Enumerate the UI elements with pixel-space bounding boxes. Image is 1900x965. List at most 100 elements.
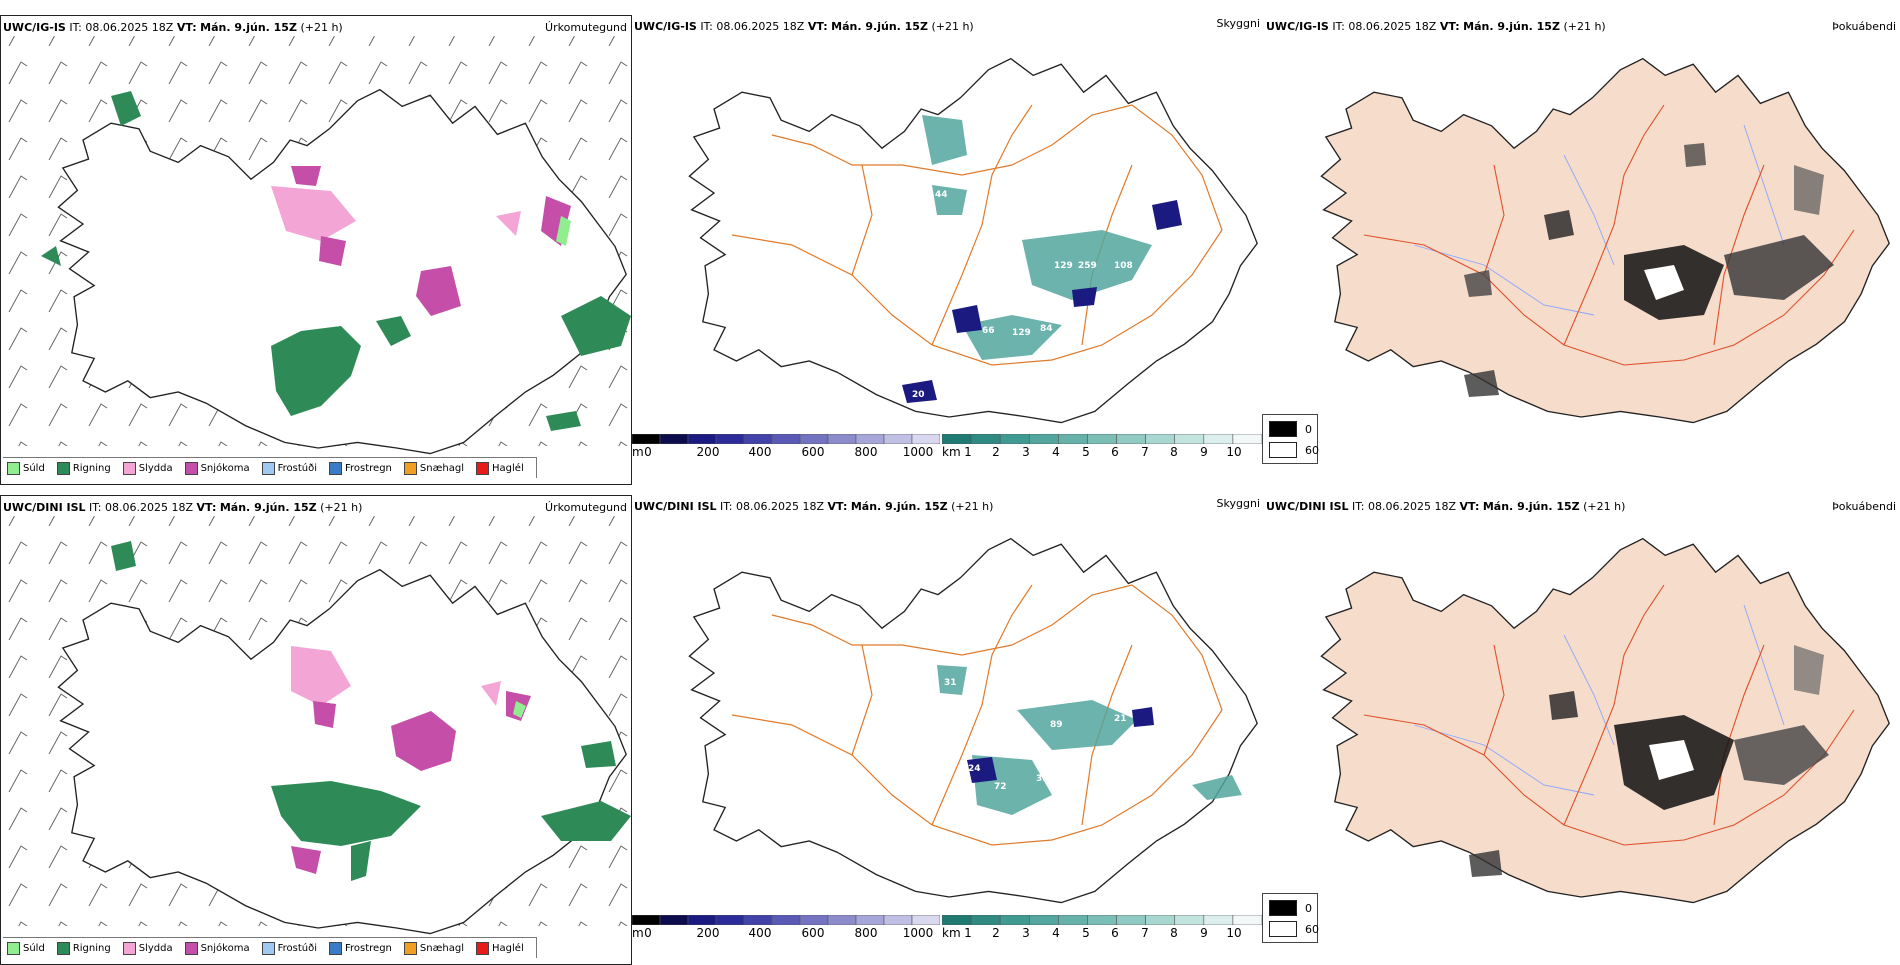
scale-segment — [1028, 434, 1059, 444]
scale-segment — [1116, 434, 1146, 444]
scale-segment — [942, 434, 972, 444]
precip-type-map — [1, 36, 631, 455]
panel-title: UWC/DINI ISL IT: 08.06.2025 18Z VT: Mán.… — [1266, 500, 1626, 513]
scale-segment — [1203, 915, 1234, 925]
fog-legend-item: 60 — [1269, 442, 1319, 458]
legend-item-drizzle: Súld — [7, 461, 45, 475]
vis-m-unit: m — [632, 445, 644, 459]
scale-segment — [799, 434, 829, 444]
legend-item-sleet: Slydda — [122, 941, 173, 955]
vis-value: 259 — [1078, 261, 1097, 271]
scale-segment — [632, 434, 661, 444]
legend-item-freezing-drizzle: Frostúði — [261, 941, 317, 955]
vis-km-scale-bar — [942, 434, 1262, 444]
vis-value: 21 — [1114, 714, 1127, 724]
scale-segment — [1058, 434, 1088, 444]
scale-segment — [1087, 434, 1117, 444]
scale-segment — [1174, 434, 1205, 444]
scale-segment — [687, 915, 717, 925]
legend-item-freezing-rain: Frostregn — [329, 941, 392, 955]
vis-value: 17 — [874, 270, 887, 280]
legend-item-freezing-rain: Frostregn — [329, 461, 392, 475]
scale-segment — [687, 434, 717, 444]
vis-km-colorbar-row1: km 1 2 3 4 5 6 7 8 9 10 — [942, 434, 1262, 474]
vis-m-colorbar-row2: m 0 200 400 600 800 1000 — [632, 915, 940, 955]
vis-value: 39 — [1036, 774, 1049, 784]
vis-m-scale-bar — [632, 434, 940, 444]
scale-segment — [715, 915, 745, 925]
variable-label: Skyggni — [1216, 497, 1260, 510]
vis-value: 24 — [968, 764, 981, 774]
precip-panel-row1: UWC/IG-IS IT: 08.06.2025 18Z VT: Mán. 9.… — [0, 15, 632, 485]
fog-legend-row2: 0 60 — [1262, 893, 1319, 943]
vis-m-unit: m — [632, 926, 644, 940]
vis-value: 20 — [912, 390, 925, 400]
legend-item-freezing-drizzle: Frostúði — [261, 461, 317, 475]
vis-value: 44 — [935, 190, 948, 200]
scale-segment — [715, 434, 745, 444]
boundaries — [1363, 104, 1855, 366]
boundaries — [1363, 584, 1855, 846]
rain-areas — [111, 541, 631, 881]
scale-segment — [1203, 434, 1234, 444]
vis-value: 31 — [944, 678, 957, 688]
scale-segment — [827, 915, 857, 925]
vis-value: 108 — [1144, 276, 1163, 286]
scale-segment — [1028, 915, 1059, 925]
vis-m-bar — [632, 434, 940, 444]
sleet-areas — [291, 646, 501, 706]
vis-value: 129 — [1012, 328, 1031, 338]
visibility-values: 31 89 21 72 24 39 — [944, 678, 1127, 792]
visibility-m-areas — [902, 200, 1182, 403]
legend-item-snow: Snjókoma — [184, 461, 250, 475]
snow-areas — [291, 691, 531, 874]
variable-label: Skyggni — [1216, 17, 1260, 30]
drizzle-areas — [513, 701, 526, 718]
rivers — [1413, 124, 1785, 316]
scale-segment — [999, 434, 1030, 444]
legend-item-hail: Haglél — [476, 941, 524, 955]
fog-panel-row1: UWC/IG-IS IT: 08.06.2025 18Z VT: Mán. 9.… — [1264, 15, 1900, 485]
vis-km-scale-bar — [942, 915, 1262, 925]
legend-item-rain: Rigning — [56, 941, 111, 955]
scale-segment — [970, 434, 1001, 444]
scale-segment — [999, 915, 1030, 925]
panel-title: UWC/IG-IS IT: 08.06.2025 18Z VT: Mán. 9.… — [1266, 20, 1606, 33]
vis-value: 51 — [1000, 245, 1013, 255]
scale-segment — [911, 434, 940, 444]
precip-panel-row2: UWC/DINI ISL IT: 08.06.2025 18Z VT: Mán.… — [0, 495, 632, 965]
vis-value: 129 — [1054, 261, 1073, 271]
panel-title: UWC/DINI ISL IT: 08.06.2025 18Z VT: Mán.… — [634, 500, 994, 513]
scale-segment — [1232, 915, 1262, 925]
road-network — [731, 584, 1223, 846]
vis-km-bar — [942, 434, 1262, 444]
fog-shading — [1464, 143, 1834, 397]
visibility-km-areas — [922, 115, 1152, 360]
vis-value: 89 — [1050, 720, 1063, 730]
scale-segment — [771, 434, 801, 444]
rivers — [1413, 604, 1785, 796]
vis-value: 72 — [994, 782, 1007, 792]
scale-segment — [632, 915, 661, 925]
scale-segment — [970, 915, 1001, 925]
scale-segment — [659, 434, 689, 444]
legend-item-sleet: Slydda — [122, 461, 173, 475]
legend-item-drizzle: Súld — [7, 941, 45, 955]
vis-value: 391 — [1062, 330, 1081, 340]
fog-legend-item: 0 — [1269, 900, 1312, 916]
variable-label: Úrkomutegund — [545, 21, 627, 34]
panel-title: UWC/DINI ISL IT: 08.06.2025 18Z VT: Mán.… — [3, 501, 363, 514]
scale-segment — [855, 915, 885, 925]
fog-map — [1320, 537, 1890, 904]
legend-item-rain: Rigning — [56, 461, 111, 475]
scale-segment — [743, 434, 773, 444]
visibility-panel-row1: UWC/IG-IS IT: 08.06.2025 18Z VT: Mán. 9.… — [632, 15, 1264, 485]
fog-panel-row2: UWC/DINI ISL IT: 08.06.2025 18Z VT: Mán.… — [1264, 495, 1900, 965]
variable-label: Þokuábendi — [1832, 500, 1896, 513]
scale-segment — [1145, 915, 1176, 925]
snow-areas — [291, 166, 571, 316]
precip-type-map — [1, 516, 631, 935]
scale-segment — [855, 434, 885, 444]
sleet-areas — [271, 186, 521, 241]
rain-areas — [41, 91, 631, 431]
